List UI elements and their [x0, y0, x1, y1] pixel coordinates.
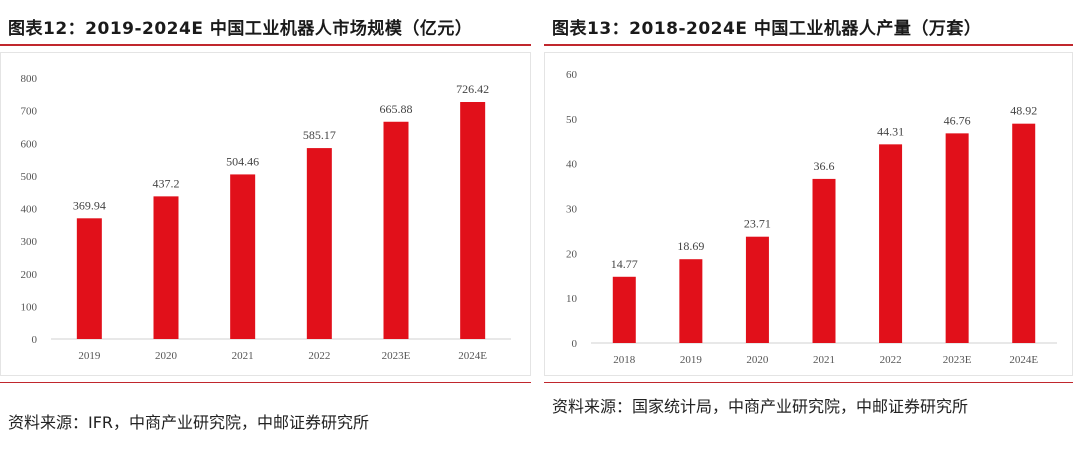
x-tick-label: 2021	[232, 350, 254, 362]
bar	[230, 174, 256, 339]
y-tick-label: 500	[21, 171, 38, 183]
x-tick-label: 2020	[155, 350, 178, 362]
bar	[679, 259, 703, 343]
chart-panel-market-size: 图表12：2019-2024E 中国工业机器人市场规模（亿元） 0 100 200 3…	[0, 0, 531, 463]
data-label: 23.71	[744, 217, 771, 231]
bar	[460, 102, 486, 339]
plot-area: 0 100 200 300 400 500 600 700 800 369.94 2019 437.2…	[0, 52, 531, 376]
bar	[879, 144, 903, 343]
y-tick-label: 700	[21, 106, 38, 118]
y-tick-label: 30	[566, 204, 578, 216]
y-tick-label: 0	[572, 338, 578, 350]
bar	[812, 178, 836, 343]
x-tick-label: 2024E	[458, 350, 487, 362]
bar	[383, 121, 409, 339]
y-tick-label: 100	[21, 301, 38, 313]
data-label: 585.17	[303, 128, 336, 142]
source-note: 资料来源：国家统计局，中商产业研究院，中邮证券研究所	[552, 397, 969, 416]
y-tick-label: 60	[566, 69, 578, 81]
bar	[612, 276, 636, 343]
chart-title: 图表13：2018-2024E 中国工业机器人产量（万套）	[552, 19, 982, 39]
y-tick-label: 0	[32, 334, 38, 346]
bar	[1012, 123, 1036, 344]
y-tick-label: 10	[566, 293, 578, 305]
y-tick-label: 300	[21, 236, 38, 248]
bar-chart-production: 0 10 20 30 40 50 60 14.77 2018 18.69 2019 23.71 2020…	[566, 69, 1057, 366]
source-note: 资料来源：IFR，中商产业研究院，中邮证券研究所	[8, 413, 370, 432]
data-label: 437.2	[153, 176, 180, 190]
plot-area: 0 10 20 30 40 50 60 14.77 2018 18.69 2019 23.71 2020…	[544, 52, 1073, 376]
x-tick-label: 2019	[680, 354, 703, 366]
y-tick-label: 20	[566, 248, 578, 260]
data-label: 14.77	[611, 257, 638, 271]
title-divider	[0, 44, 531, 46]
chart-title: 图表12：2019-2024E 中国工业机器人市场规模（亿元）	[8, 19, 473, 39]
source-divider	[0, 382, 531, 383]
data-label: 726.42	[456, 82, 489, 96]
x-tick-label: 2024E	[1009, 354, 1038, 366]
title-divider	[544, 44, 1073, 46]
bar	[76, 218, 102, 339]
data-label: 48.92	[1010, 104, 1037, 118]
bar	[745, 236, 769, 343]
x-tick-label: 2022	[880, 354, 902, 366]
source-divider	[544, 382, 1073, 383]
y-tick-label: 400	[21, 204, 38, 216]
x-tick-label: 2023E	[382, 350, 411, 362]
x-tick-label: 2019	[78, 350, 101, 362]
x-tick-label: 2018	[613, 354, 636, 366]
data-label: 46.76	[944, 113, 971, 127]
y-tick-label: 800	[21, 73, 38, 85]
bar-chart-market-size: 0 100 200 300 400 500 600 700 800 369.94 2019 437.2…	[21, 73, 511, 362]
x-tick-label: 2023E	[943, 354, 972, 366]
data-label: 36.6	[814, 159, 835, 173]
bar	[153, 196, 179, 339]
data-label: 18.69	[677, 239, 704, 253]
data-label: 665.88	[380, 102, 413, 116]
y-tick-label: 600	[21, 138, 38, 150]
data-label: 44.31	[877, 124, 904, 138]
y-tick-label: 200	[21, 269, 38, 281]
chart-panel-production: 图表13：2018-2024E 中国工业机器人产量（万套） 0 10 20 30 40 5…	[544, 0, 1073, 463]
bar	[306, 148, 332, 339]
x-tick-label: 2020	[746, 354, 769, 366]
data-label: 504.46	[226, 154, 259, 168]
data-label: 369.94	[73, 198, 106, 212]
bar	[945, 133, 969, 343]
x-tick-label: 2021	[813, 354, 835, 366]
y-tick-label: 50	[566, 114, 578, 126]
y-tick-label: 40	[566, 159, 578, 171]
x-tick-label: 2022	[308, 350, 330, 362]
